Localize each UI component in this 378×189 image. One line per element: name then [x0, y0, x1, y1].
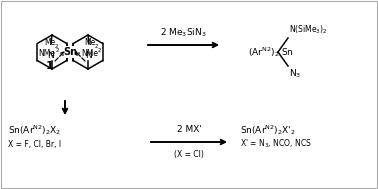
- Text: 1: 1: [46, 61, 54, 71]
- Text: Sn(Ar$^{\mathsf{N2}}$)$_\mathsf{2}$X'$_\mathsf{2}$: Sn(Ar$^{\mathsf{N2}}$)$_\mathsf{2}$X'$_\…: [240, 123, 296, 137]
- Text: X' = N$_\mathsf{3}$, NCO, NCS: X' = N$_\mathsf{3}$, NCO, NCS: [240, 138, 312, 150]
- Text: N: N: [86, 51, 92, 60]
- Text: 2: 2: [94, 43, 98, 49]
- Text: Me: Me: [44, 38, 56, 47]
- Text: N(SiMe$_3$)$_2$: N(SiMe$_3$)$_2$: [289, 23, 328, 36]
- Text: 2: 2: [54, 43, 58, 49]
- Text: N: N: [48, 51, 54, 60]
- Text: (X = Cl): (X = Cl): [174, 150, 204, 159]
- Text: (Ar$^{\mathsf{N2}}$)$_\mathsf{2}$ Sn: (Ar$^{\mathsf{N2}}$)$_\mathsf{2}$ Sn: [248, 45, 294, 59]
- Text: NMe: NMe: [39, 49, 56, 58]
- Text: 2: 2: [56, 47, 59, 53]
- Text: N$_3$: N$_3$: [289, 68, 301, 81]
- Text: X = F, Cl, Br, I: X = F, Cl, Br, I: [8, 139, 61, 149]
- Text: 2 MX': 2 MX': [177, 125, 201, 134]
- Text: Sn: Sn: [63, 47, 77, 57]
- Text: NMe: NMe: [82, 49, 99, 58]
- Text: 2 Me$_3$SiN$_3$: 2 Me$_3$SiN$_3$: [160, 26, 207, 39]
- Text: Me: Me: [84, 38, 96, 47]
- Text: 2: 2: [98, 47, 102, 53]
- Text: Sn(Ar$^{\mathsf{N2}}$)$_\mathsf{2}$X$_\mathsf{2}$: Sn(Ar$^{\mathsf{N2}}$)$_\mathsf{2}$X$_\m…: [8, 123, 61, 137]
